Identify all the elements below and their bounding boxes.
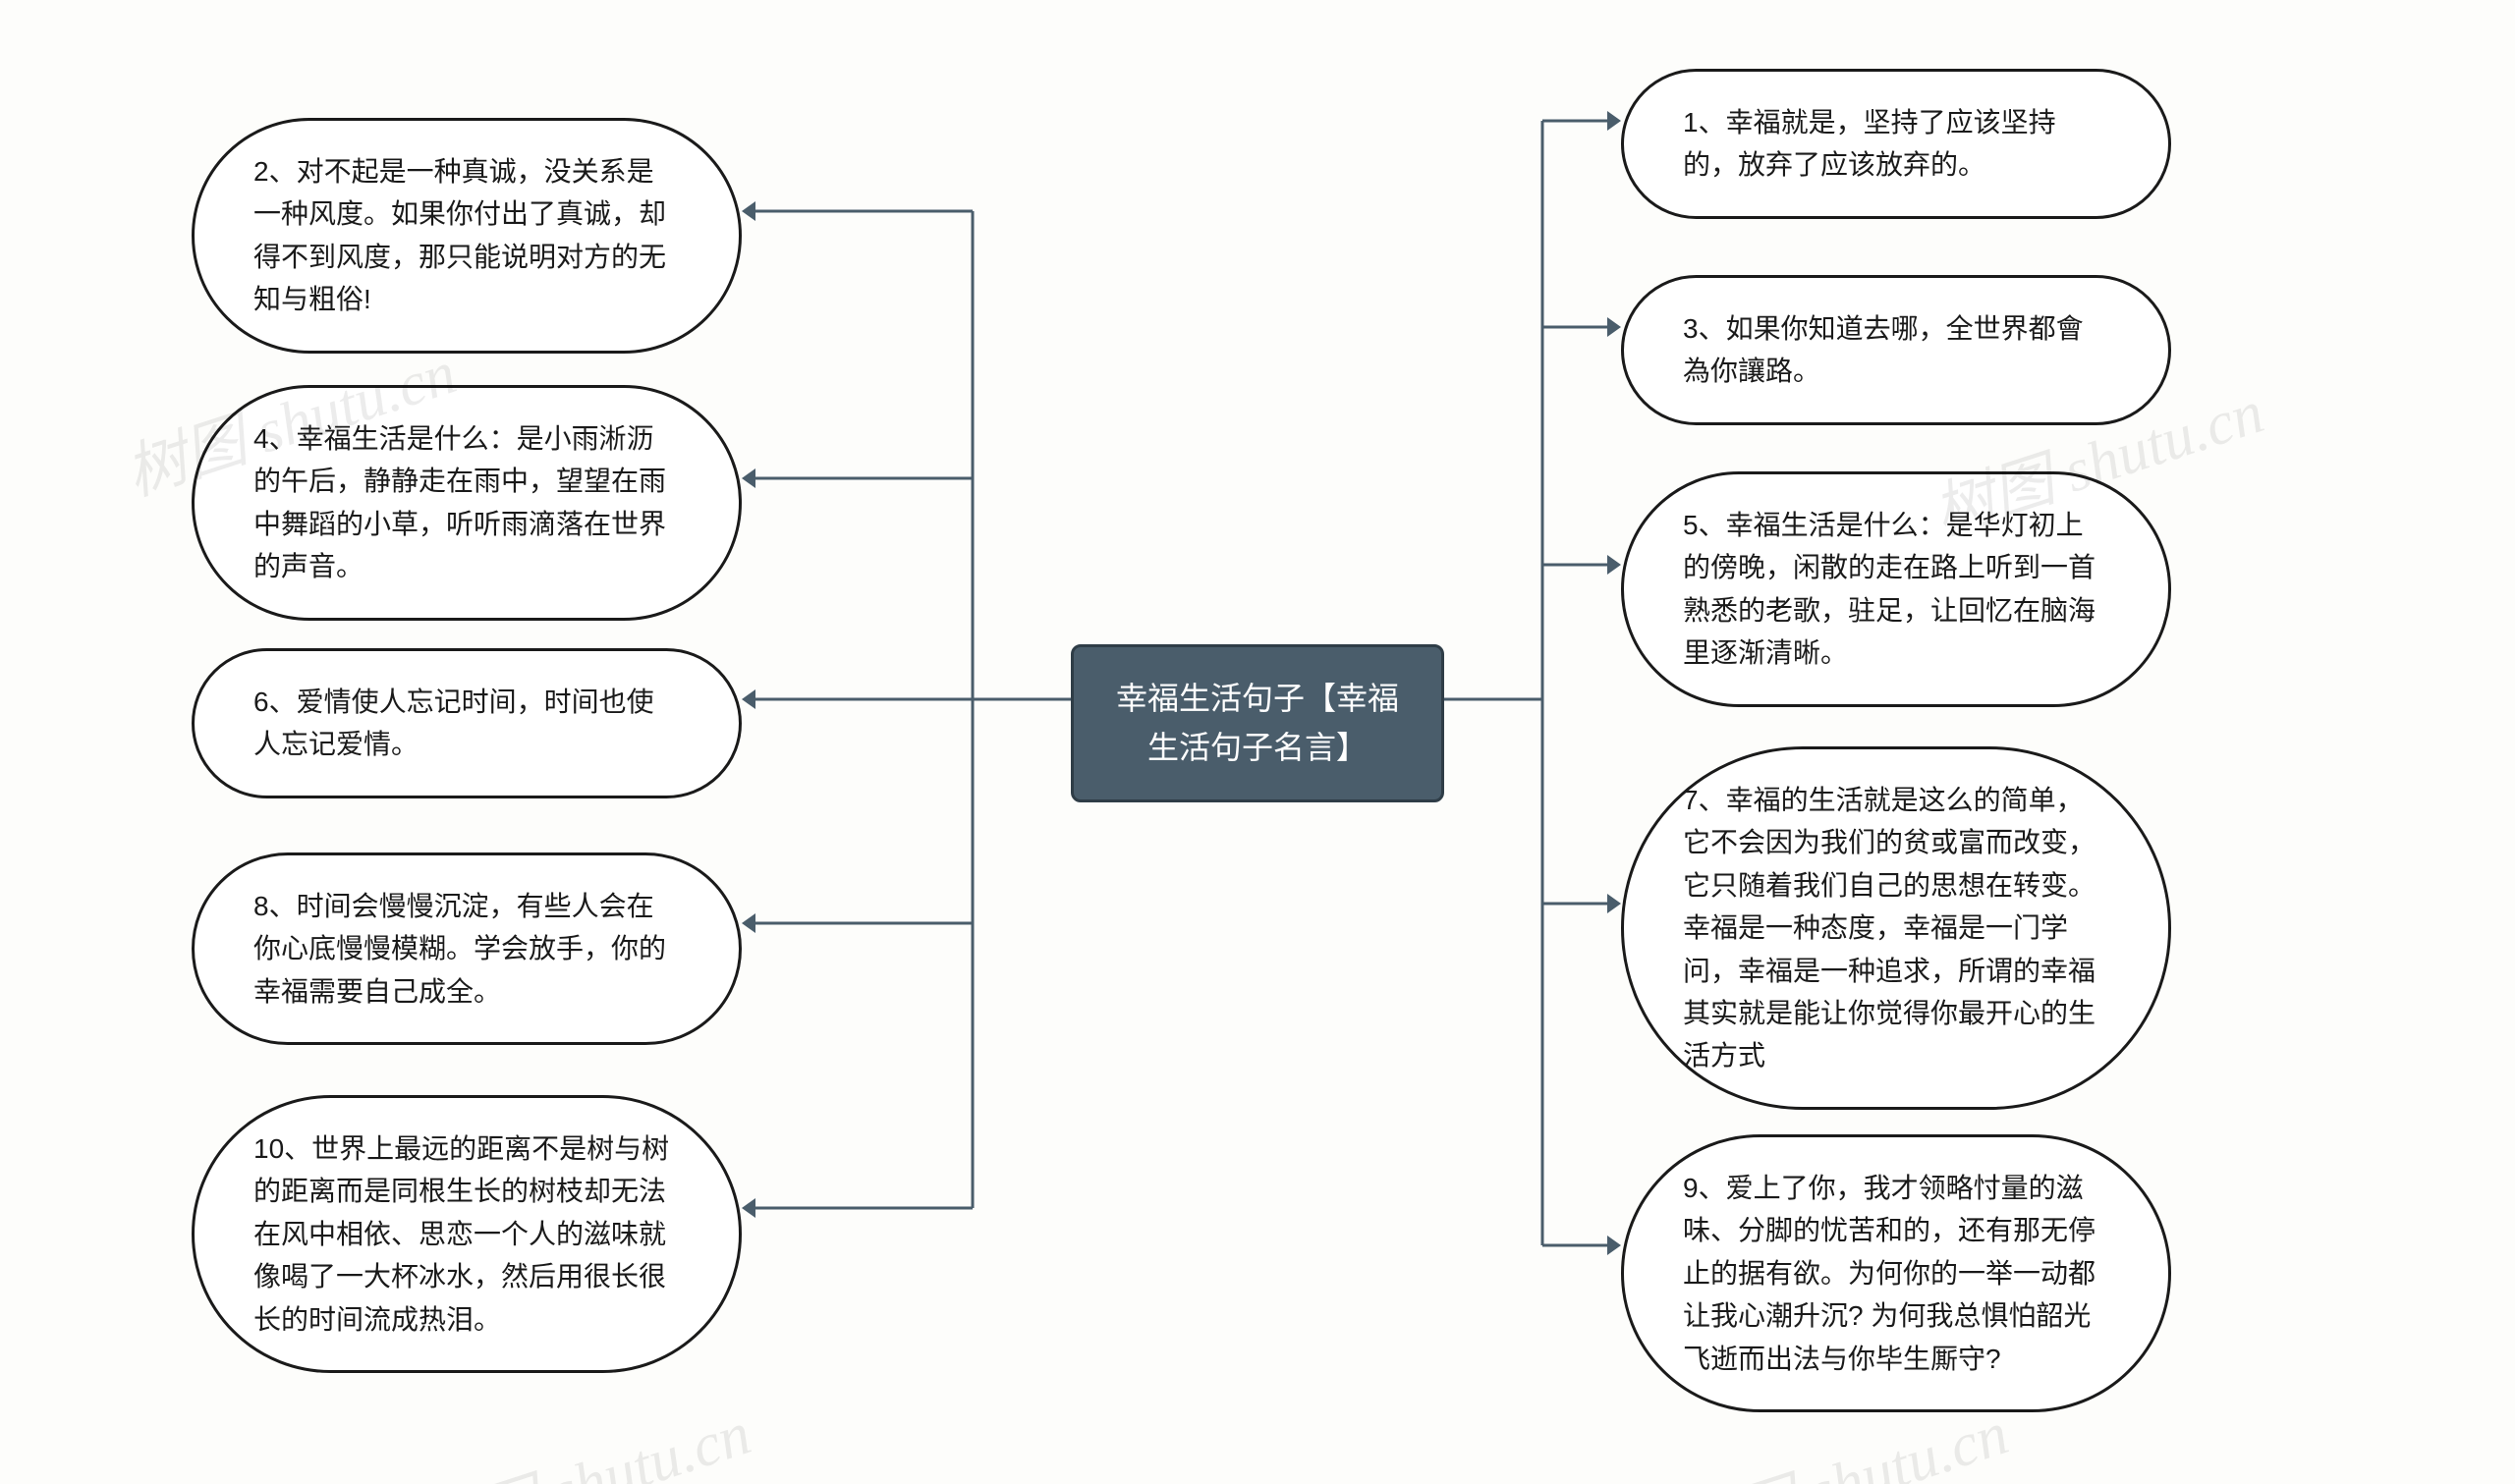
- right-node-n7: 7、幸福的生活就是这么的简单，它不会因为我们的贫或富而改变，它只随着我们自己的思…: [1621, 746, 2171, 1110]
- right-node-n1: 1、幸福就是，坚持了应该坚持的，放弃了应该放弃的。: [1621, 69, 2171, 219]
- left-node-n4: 4、幸福生活是什么：是小雨淅沥的午后，静静走在雨中，望望在雨中舞蹈的小草，听听雨…: [192, 385, 742, 621]
- watermark-2: 树图 shutu.cn: [408, 1383, 760, 1484]
- mindmap-canvas: 幸福生活句子【幸福生活句子名言】 2、对不起是一种真诚，没关系是一种风度。如果你…: [0, 0, 2515, 1484]
- right-node-n5: 5、幸福生活是什么：是华灯初上的傍晚，闲散的走在路上听到一首熟悉的老歌，驻足，让…: [1621, 471, 2171, 707]
- left-node-n2: 2、对不起是一种真诚，没关系是一种风度。如果你付出了真诚，却得不到风度，那只能说…: [192, 118, 742, 354]
- node-text-n4: 4、幸福生活是什么：是小雨淅沥的午后，静静走在雨中，望望在雨中舞蹈的小草，听听雨…: [253, 417, 680, 588]
- node-text-n2: 2、对不起是一种真诚，没关系是一种风度。如果你付出了真诚，却得不到风度，那只能说…: [253, 150, 680, 321]
- node-text-n1: 1、幸福就是，坚持了应该坚持的，放弃了应该放弃的。: [1683, 101, 2109, 187]
- left-node-n6: 6、爱情使人忘记时间，时间也使人忘记爱情。: [192, 648, 742, 798]
- right-node-n3: 3、如果你知道去哪，全世界都會為你讓路。: [1621, 275, 2171, 425]
- node-text-n6: 6、爱情使人忘记时间，时间也使人忘记爱情。: [253, 681, 680, 766]
- left-node-n8: 8、时间会慢慢沉淀，有些人会在你心底慢慢模糊。学会放手，你的幸福需要自己成全。: [192, 852, 742, 1045]
- node-text-n10: 10、世界上最远的距离不是树与树的距离而是同根生长的树枝却无法在风中相依、思恋一…: [253, 1127, 680, 1341]
- left-node-n10: 10、世界上最远的距离不是树与树的距离而是同根生长的树枝却无法在风中相依、思恋一…: [192, 1095, 742, 1373]
- center-topic: 幸福生活句子【幸福生活句子名言】: [1071, 644, 1444, 802]
- right-node-n9: 9、爱上了你，我才领略忖量的滋味、分脚的忧苦和的，还有那无停止的据有欲。为何你的…: [1621, 1134, 2171, 1412]
- node-text-n3: 3、如果你知道去哪，全世界都會為你讓路。: [1683, 307, 2109, 393]
- center-topic-text: 幸福生活句子【幸福生活句子名言】: [1116, 681, 1399, 765]
- node-text-n9: 9、爱上了你，我才领略忖量的滋味、分脚的忧苦和的，还有那无停止的据有欲。为何你的…: [1683, 1167, 2109, 1380]
- node-text-n7: 7、幸福的生活就是这么的简单，它不会因为我们的贫或富而改变，它只随着我们自己的思…: [1683, 779, 2109, 1077]
- node-text-n5: 5、幸福生活是什么：是华灯初上的傍晚，闲散的走在路上听到一首熟悉的老歌，驻足，让…: [1683, 504, 2109, 675]
- node-text-n8: 8、时间会慢慢沉淀，有些人会在你心底慢慢模糊。学会放手，你的幸福需要自己成全。: [253, 885, 680, 1013]
